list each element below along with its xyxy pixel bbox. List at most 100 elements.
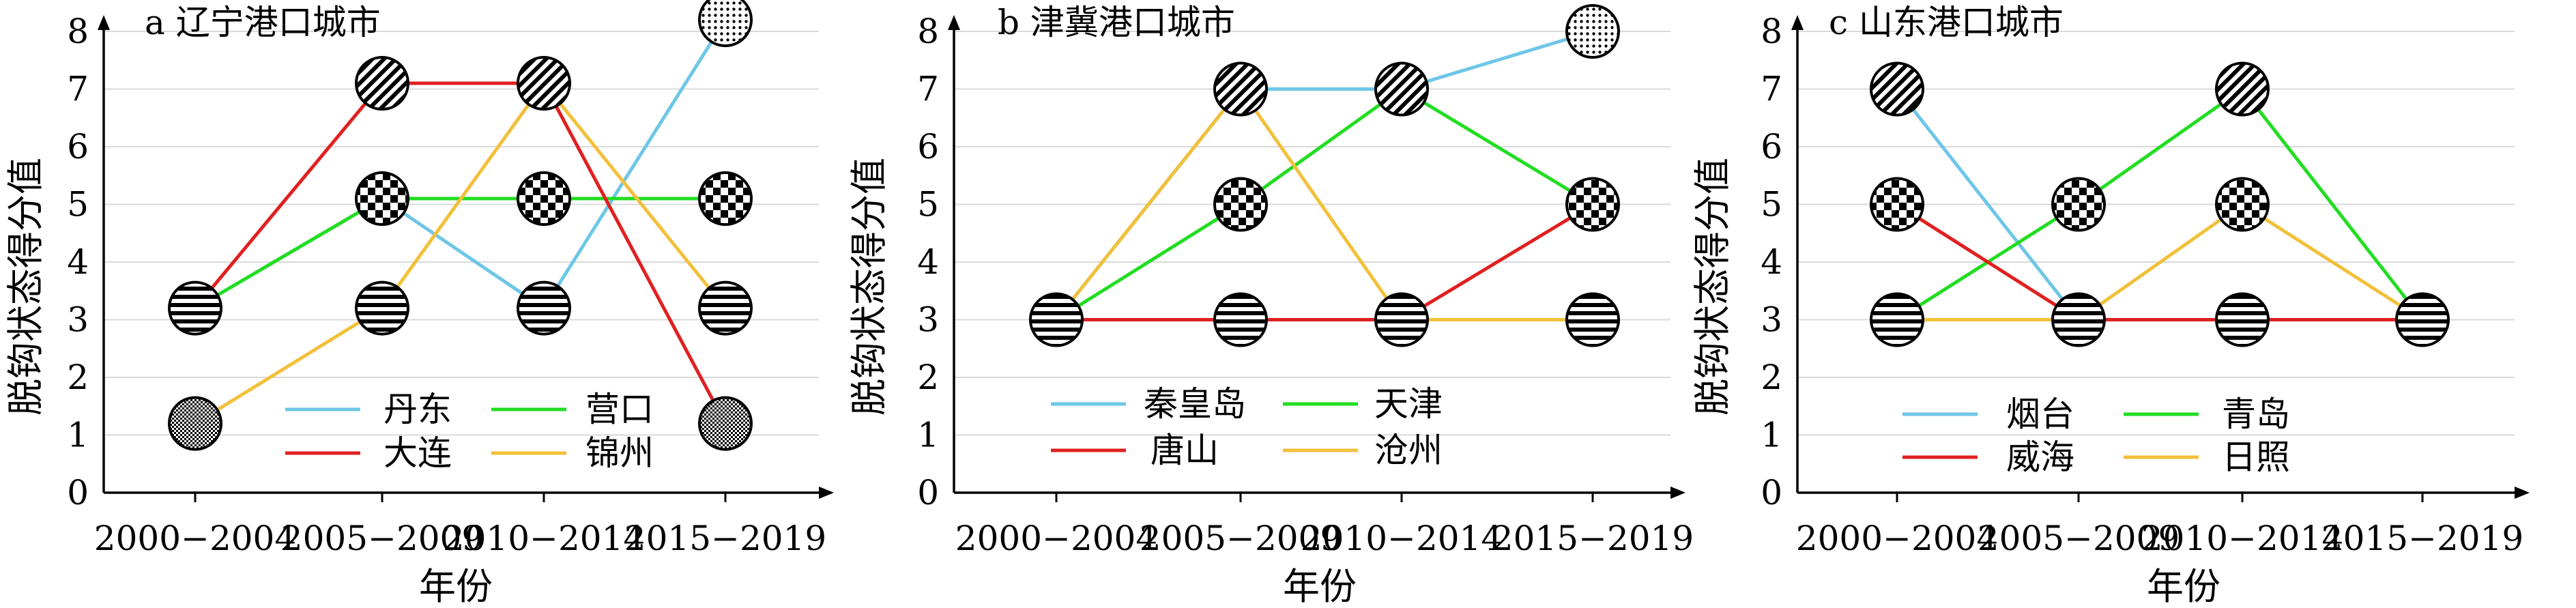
x-tick-label-b-2: 2010−2014: [1301, 519, 1503, 558]
y-axis-arrow-a: [98, 15, 110, 30]
series-line-b-3: [1055, 87, 1593, 321]
chart-title-a: a 辽宁港口城市: [145, 3, 381, 42]
legend-label-b-2: 唐山: [1150, 431, 1219, 470]
legend-label-c-2: 威海: [2006, 437, 2074, 477]
y-tick-label-a-6: 6: [67, 127, 89, 167]
y-tick-label-b-7: 7: [917, 70, 939, 109]
y-tick-label-c-1: 1: [1761, 416, 1782, 455]
x-tick-label-a-1: 2005−2009: [281, 519, 483, 558]
marker-a-1: [168, 396, 222, 451]
x-tick-label-b-0: 2000−2004: [955, 519, 1157, 558]
marker-c-2: [1870, 292, 1924, 347]
x-tick-label-c-3: 2015−2019: [2321, 519, 2523, 558]
legend-label-b-3: 沧州: [1374, 431, 1443, 470]
x-tick-label-b-3: 2015−2019: [1492, 519, 1694, 558]
x-tick-label-c-2: 2010−2014: [2141, 519, 2343, 558]
y-tick-label-a-2: 2: [67, 358, 89, 397]
marker-c-5: [2215, 61, 2270, 117]
y-tick-label-c-8: 8: [1761, 12, 1782, 51]
marker-b-2: [1213, 177, 1268, 232]
series-lines-a: [194, 18, 727, 425]
series-line-a-2: [194, 81, 727, 424]
series-line-c-3: [1897, 203, 2424, 321]
y-tick-label-a-8: 8: [67, 12, 89, 51]
legend-label-c-0: 烟台: [2006, 394, 2074, 434]
y-axis-a: 0 1 2 3 4 5 6 7 8: [67, 12, 110, 512]
marker-c-7: [2215, 292, 2270, 347]
panel-c: 0 1 2 3 4 5 6 7 8 2000−20042005−20092010−2014201…: [1691, 3, 2530, 608]
legend-item-c-2: 威海: [1902, 437, 2074, 477]
legend-label-c-1: 青岛: [2222, 394, 2290, 434]
x-tick-label-a-0: 2000−2004: [94, 519, 296, 558]
marker-a-3: [355, 171, 409, 227]
series-line-a-0: [194, 18, 727, 310]
y-axis-title-c: 脱钩状态得分值: [1691, 158, 1734, 416]
y-tick-label-c-6: 6: [1761, 127, 1782, 167]
marker-c-8: [2395, 292, 2450, 347]
y-axis-c: 0 1 2 3 4 5 6 7 8: [1761, 12, 1804, 512]
marker-a-5: [517, 56, 571, 111]
y-tick-label-b-1: 1: [917, 416, 939, 455]
marker-a-2: [355, 56, 409, 111]
series-line-b-1: [1055, 87, 1594, 321]
x-axis-arrow-b: [1670, 487, 1685, 499]
y-tick-label-b-5: 5: [917, 185, 939, 225]
grid-lines-b: [954, 31, 1670, 436]
legend-item-c-3: 日照: [2124, 437, 2290, 477]
legend-c: 烟台 青岛 威海 日照: [1902, 394, 2290, 477]
legend-item-c-1: 青岛: [2124, 394, 2290, 434]
x-axis-title-c: 年份: [2147, 565, 2220, 608]
y-tick-label-c-3: 3: [1761, 300, 1782, 340]
y-tick-label-a-3: 3: [67, 300, 89, 340]
marker-c-4: [2051, 292, 2106, 347]
marker-b-3: [1213, 292, 1268, 347]
y-tick-label-c-2: 2: [1761, 358, 1782, 397]
legend-item-c-0: 烟台: [1902, 394, 2074, 434]
y-tick-label-b-4: 4: [917, 242, 939, 282]
x-axis-arrow-a: [819, 487, 834, 499]
markers-c: [1870, 61, 2450, 347]
series-line-c-2: [1896, 203, 2422, 321]
y-tick-label-c-5: 5: [1761, 185, 1782, 225]
markers-b: [1029, 4, 1620, 347]
series-line-a-3: [194, 81, 727, 425]
grid-lines-a: [104, 31, 819, 436]
y-tick-label-a-1: 1: [67, 416, 89, 455]
series-lines-b: [1055, 29, 1594, 321]
marker-a-7: [517, 280, 571, 336]
y-axis-title-b: 脱钩状态得分值: [848, 158, 891, 416]
chart-title-b: b 津冀港口城市: [998, 3, 1235, 42]
x-axis-arrow-c: [2515, 487, 2530, 499]
marker-b-4: [1374, 61, 1429, 117]
x-axis-title-a: 年份: [419, 565, 493, 608]
legend-label-c-3: 日照: [2222, 437, 2290, 477]
y-axis-title-a: 脱钩状态得分值: [4, 158, 47, 416]
legend-label-a-3: 锦州: [585, 433, 654, 473]
marker-b-1: [1213, 61, 1268, 117]
y-tick-label-a-7: 7: [67, 70, 89, 109]
y-tick-label-b-6: 6: [917, 127, 939, 167]
x-tick-label-b-1: 2005−2009: [1140, 519, 1342, 558]
y-tick-label-c-7: 7: [1761, 70, 1782, 109]
y-axis-arrow-b: [948, 15, 960, 30]
marker-b-5: [1374, 292, 1429, 347]
legend-label-a-1: 营口: [585, 390, 654, 429]
marker-b-6: [1565, 4, 1620, 59]
marker-a-4: [355, 280, 409, 336]
y-tick-label-a-0: 0: [67, 473, 89, 512]
marker-a-8: [698, 0, 753, 48]
y-axis-arrow-c: [1791, 15, 1804, 30]
series-lines-c: [1896, 87, 2424, 321]
y-tick-label-b-0: 0: [917, 473, 939, 512]
x-tick-label-c-1: 2005−2009: [1978, 519, 2180, 558]
x-tick-label-a-3: 2015−2019: [624, 519, 826, 558]
legend-item-b-1: 天津: [1283, 384, 1443, 424]
marker-a-11: [698, 396, 753, 451]
legend-a: 丹东 营口 大连 锦州: [285, 390, 654, 473]
marker-b-7: [1565, 177, 1620, 232]
series-line-b-0: [1055, 29, 1593, 321]
y-tick-label-b-3: 3: [917, 300, 939, 340]
